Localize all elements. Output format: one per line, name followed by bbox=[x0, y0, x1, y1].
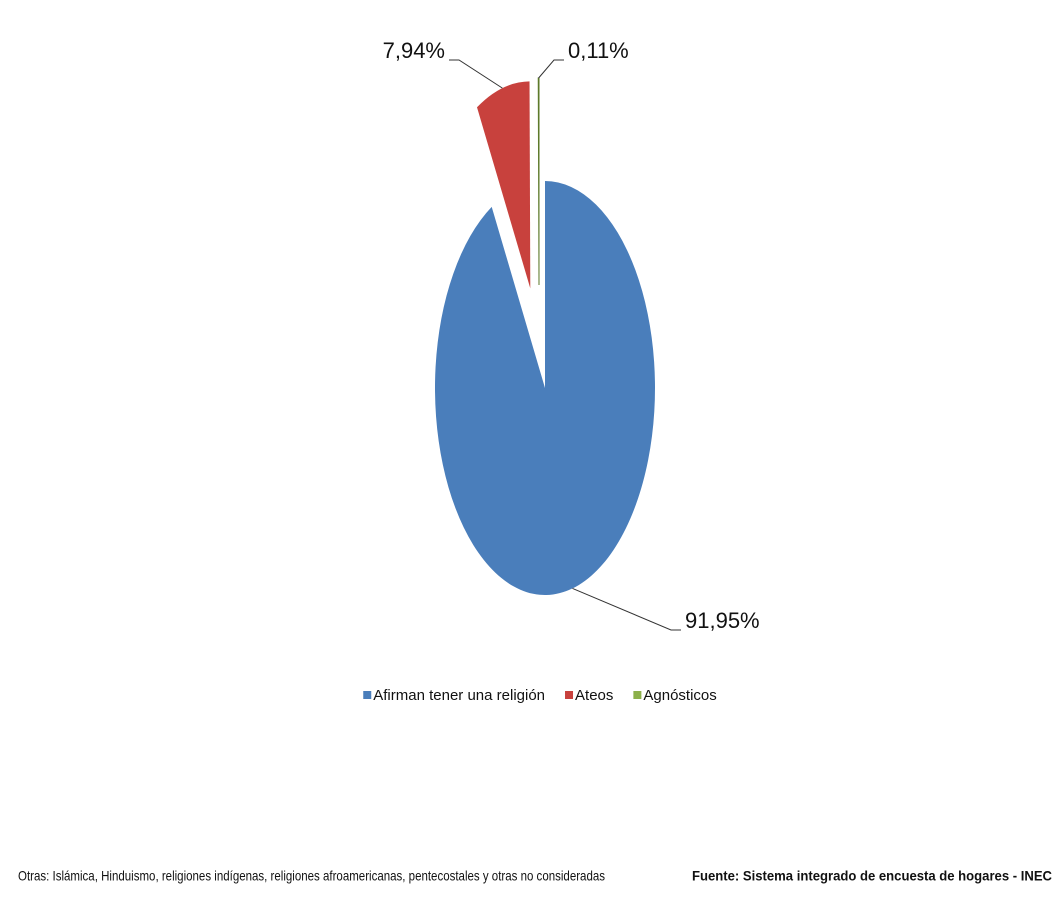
leader-line bbox=[572, 587, 681, 631]
legend-label: Afirman tener una religión bbox=[373, 687, 545, 704]
leader-line bbox=[449, 59, 503, 89]
legend-swatch bbox=[363, 691, 372, 699]
value-label: 7,94% bbox=[383, 38, 445, 63]
legend-swatch bbox=[565, 691, 574, 699]
legend-label: Agnósticos bbox=[643, 687, 716, 704]
footnote: Otras: Islámica, Hinduismo, religiones i… bbox=[18, 868, 605, 884]
value-label: 0,11% bbox=[568, 38, 629, 63]
source: Fuente: Sistema integrado de encuesta de… bbox=[692, 868, 1052, 884]
legend-label: Ateos bbox=[575, 687, 613, 704]
legend-swatch bbox=[633, 691, 642, 699]
pie-slice bbox=[476, 81, 531, 289]
pie-slice bbox=[537, 77, 540, 286]
value-label: 91,95% bbox=[685, 608, 760, 633]
pie-slice bbox=[434, 181, 655, 596]
leader-line bbox=[538, 59, 564, 79]
